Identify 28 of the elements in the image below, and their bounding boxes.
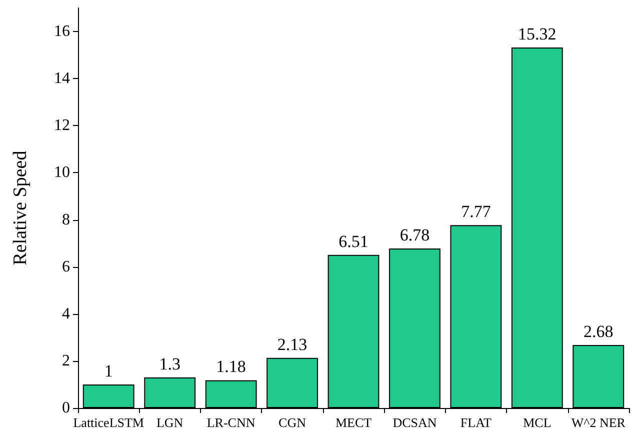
x-tick-label: CGN	[278, 415, 307, 430]
x-tick-label: MCL	[523, 415, 552, 430]
y-tick-label: 0	[62, 400, 70, 416]
data-label: 7.77	[461, 202, 492, 222]
y-tick-label: 12	[54, 117, 70, 134]
y-tick-label: 8	[62, 211, 70, 228]
x-tick-label: FLAT	[460, 415, 492, 430]
x-tick-label: LR-CNN	[206, 415, 256, 430]
data-label: 6.78	[400, 225, 430, 244]
y-tick-label: 16	[54, 23, 70, 40]
data-label: 1.3	[159, 354, 180, 374]
y-tick-label: 10	[54, 164, 70, 182]
y-tick-label: 6	[62, 258, 70, 276]
data-label: 6.51	[338, 232, 368, 251]
data-label: 2.13	[277, 334, 308, 354]
data-label: 15.32	[518, 24, 556, 44]
y-tick-label: 14	[54, 70, 70, 88]
x-tick-label: LatticeLSTM	[73, 415, 144, 430]
y-tick-label: 4	[62, 305, 70, 322]
x-tick-label: DCSAN	[392, 415, 438, 430]
x-tick-label: LGN	[156, 415, 184, 430]
data-label: 1.18	[216, 357, 246, 376]
x-tick-label: W^2 NER	[571, 415, 626, 430]
x-tick-label: MECT	[335, 415, 372, 430]
data-label: 1	[104, 361, 113, 380]
y-axis-title: Relative Speed	[10, 150, 31, 266]
y-tick-label: 2	[62, 352, 70, 370]
data-label: 2.68	[584, 322, 614, 341]
